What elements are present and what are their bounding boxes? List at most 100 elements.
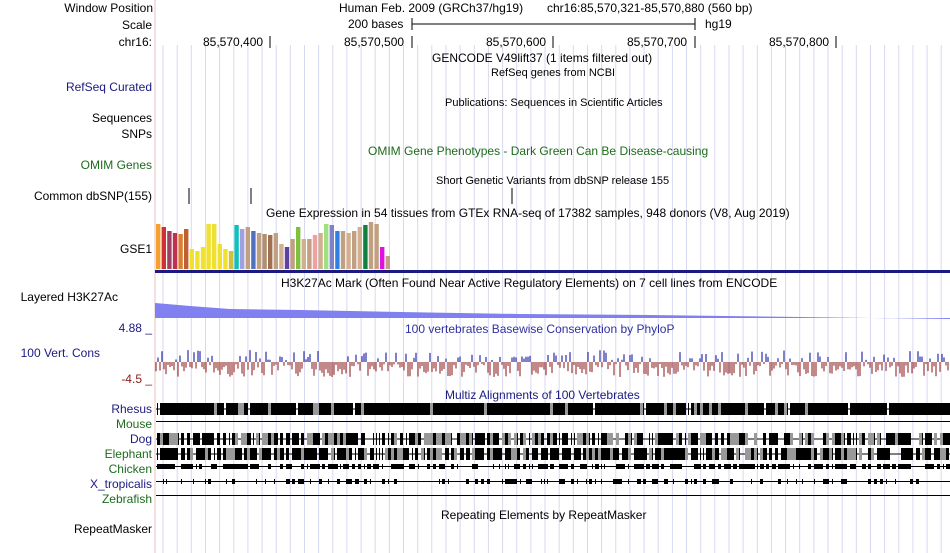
- publications-track-title[interactable]: Publications: Sequences in Scientific Ar…: [445, 97, 663, 109]
- multiz-block: [244, 448, 247, 460]
- multiz-block: [706, 448, 709, 460]
- multiz-block: [295, 448, 298, 460]
- multiz-block: [208, 403, 211, 415]
- species-label-zebrafish[interactable]: Zebrafish: [101, 492, 152, 506]
- refseq-track-label[interactable]: RefSeq Curated: [65, 80, 152, 94]
- multiz-block: [736, 464, 737, 469]
- multiz-block: [775, 403, 778, 415]
- gtex-bar-chart: [156, 222, 390, 269]
- multiz-block: [922, 433, 923, 445]
- multiz-block: [598, 403, 601, 415]
- multiz-block: [430, 403, 433, 415]
- multiz-block: [901, 433, 904, 445]
- multiz-block: [712, 448, 715, 460]
- multiz-block: [430, 448, 433, 460]
- multiz-block: [400, 448, 403, 460]
- dbsnp-track-label[interactable]: Common dbSNP(155): [33, 189, 152, 203]
- multiz-block: [874, 403, 877, 415]
- multiz-block: [169, 448, 172, 460]
- species-label-chicken[interactable]: Chicken: [108, 462, 152, 476]
- multiz-block: [439, 433, 442, 445]
- multiz-block: [466, 479, 469, 484]
- multiz-block: [463, 403, 466, 415]
- snps-track-label[interactable]: SNPs: [121, 127, 152, 141]
- species-label-elephant[interactable]: Elephant: [104, 447, 152, 461]
- multiz-block: [451, 433, 452, 445]
- position-text[interactable]: chr16:85,570,321-85,570,880 (560 bp): [547, 1, 753, 15]
- multiz-block: [679, 464, 682, 469]
- multiz-block: [301, 448, 304, 460]
- multiz-block: [835, 464, 838, 469]
- multiz-block: [562, 403, 565, 415]
- multiz-block: [772, 464, 775, 469]
- multiz-block: [253, 433, 254, 445]
- multiz-block: [583, 464, 586, 469]
- multiz-block: [199, 433, 200, 445]
- species-label-mouse[interactable]: Mouse: [115, 417, 152, 431]
- multiz-block: [340, 433, 343, 445]
- gtex-track-title[interactable]: Gene Expression in 54 tissues from GTEx …: [266, 206, 790, 220]
- multiz-block: [853, 464, 856, 469]
- multiz-block: [202, 448, 205, 460]
- gtex-track-label[interactable]: GSE1: [119, 242, 152, 256]
- repeatmasker-track-label[interactable]: RepeatMasker: [73, 522, 152, 536]
- multiz-block: [766, 448, 767, 460]
- multiz-block: [367, 403, 370, 415]
- h3k27ac-track-title[interactable]: H3K27Ac Mark (Often Found Near Active Re…: [281, 276, 778, 290]
- multiz-block: [760, 448, 763, 460]
- multiz-block: [898, 433, 901, 445]
- multiz-block: [910, 433, 911, 445]
- multiz-block: [343, 448, 346, 460]
- multiz-block: [175, 433, 178, 445]
- multiz-block: [187, 403, 190, 415]
- multiz-block: [160, 403, 163, 415]
- multiz-block: [337, 403, 340, 415]
- h3k27ac-signal: [155, 303, 950, 319]
- multiz-block: [202, 403, 205, 415]
- multiz-block: [868, 433, 871, 445]
- species-label-dog[interactable]: Dog: [129, 432, 152, 446]
- repeatmasker-track-title[interactable]: Repeating Elements by RepeatMasker: [441, 508, 647, 522]
- multiz-block: [265, 433, 268, 445]
- multiz-block: [646, 448, 647, 460]
- gtex-bar: [245, 227, 250, 269]
- multiz-block: [199, 403, 202, 415]
- multiz-block: [244, 403, 247, 415]
- multiz-block: [799, 448, 802, 460]
- cons-track-title[interactable]: 100 vertebrates Basewise Conservation by…: [405, 322, 675, 336]
- multiz-track-title[interactable]: Multiz Alignments of 100 Vertebrates: [445, 388, 640, 402]
- chrom-label: chr16:: [118, 35, 152, 49]
- dbsnp-track-title[interactable]: Short Genetic Variants from dbSNP releas…: [436, 175, 670, 187]
- multiz-block: [442, 464, 445, 469]
- omim-track-title[interactable]: OMIM Gene Phenotypes - Dark Green Can Be…: [368, 144, 709, 158]
- multiz-block: [928, 433, 931, 445]
- species-label-x-tropicalis[interactable]: X_tropicalis: [89, 477, 152, 491]
- multiz-block: [400, 433, 403, 445]
- gencode-track-title[interactable]: GENCODE V49lift37 (1 items filtered out): [432, 51, 653, 65]
- multiz-block: [232, 433, 235, 445]
- multiz-block: [229, 403, 232, 415]
- multiz-block: [652, 479, 655, 484]
- h3k27ac-track-label[interactable]: Layered H3K27Ac: [20, 290, 118, 304]
- multiz-block: [550, 403, 553, 415]
- cons-track-label[interactable]: 100 Vert. Cons: [20, 346, 100, 360]
- sequences-track-label[interactable]: Sequences: [91, 111, 152, 125]
- multiz-block: [247, 433, 250, 445]
- multiz-block: [370, 403, 373, 415]
- multiz-block: [937, 403, 940, 415]
- multiz-block: [694, 403, 697, 415]
- multiz-block: [625, 448, 628, 460]
- multiz-block: [697, 403, 700, 415]
- refseq-track-title[interactable]: RefSeq genes from NCBI: [491, 67, 616, 79]
- multiz-block: [565, 464, 568, 469]
- multiz-block: [163, 479, 164, 484]
- multiz-block: [505, 433, 508, 445]
- multiz-block: [526, 403, 529, 415]
- multiz-block: [526, 448, 529, 460]
- multiz-block: [610, 403, 613, 415]
- gtex-bar: [223, 249, 228, 269]
- omim-track-label[interactable]: OMIM Genes: [80, 158, 152, 172]
- multiz-block: [601, 433, 604, 445]
- multiz-block: [445, 403, 448, 415]
- species-label-rhesus[interactable]: Rhesus: [111, 402, 152, 416]
